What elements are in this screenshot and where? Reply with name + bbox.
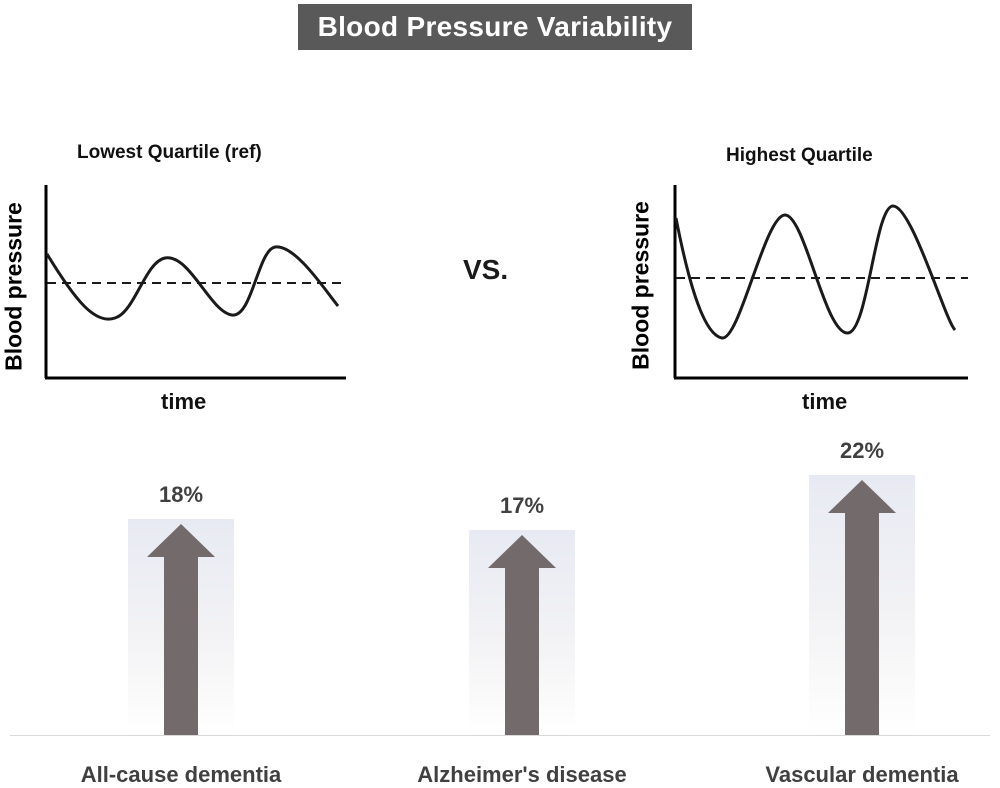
- value-label: 22%: [839, 438, 885, 463]
- bar-arrow: [488, 535, 556, 735]
- category-label-alzheimers: Alzheimer's disease: [417, 762, 627, 787]
- panel-title-lowest: Lowest Quartile (ref): [77, 142, 262, 163]
- x-axis-label-lowest: time: [161, 389, 207, 414]
- arrow-shape: [828, 480, 896, 735]
- chart-title: Blood Pressure Variability: [298, 4, 692, 50]
- arrow-shape: [147, 524, 215, 735]
- vs-label: VS.: [463, 254, 509, 285]
- panel-title-highest: Highest Quartile: [726, 145, 873, 166]
- value-label: 18%: [158, 482, 204, 507]
- right-bp-curve: [674, 204, 957, 340]
- bar-arrow: [147, 524, 215, 735]
- x-axis-label-highest: time: [802, 389, 848, 414]
- value-label: 17%: [499, 493, 545, 518]
- left-bp-curve: [45, 245, 340, 321]
- category-label-all-cause: All-cause dementia: [80, 762, 282, 787]
- baseline: [10, 735, 990, 736]
- category-label-vascular: Vascular dementia: [765, 762, 959, 787]
- bar-arrow: [828, 480, 896, 735]
- arrow-shape: [488, 535, 556, 735]
